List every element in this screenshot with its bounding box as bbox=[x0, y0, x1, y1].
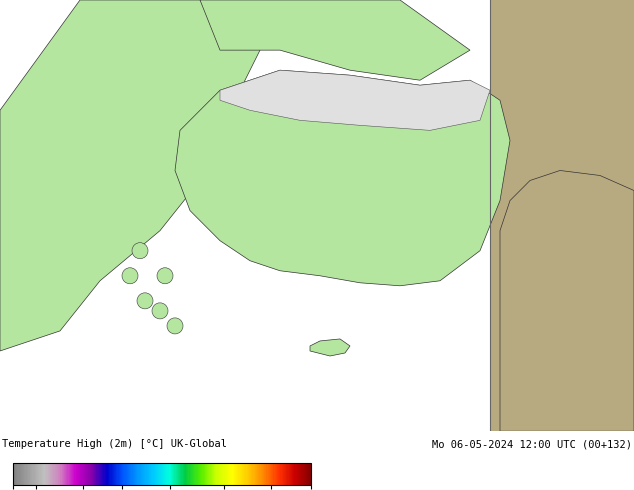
Polygon shape bbox=[220, 70, 490, 130]
Text: Mo 06-05-2024 12:00 UTC (00+132): Mo 06-05-2024 12:00 UTC (00+132) bbox=[432, 439, 632, 449]
Circle shape bbox=[122, 268, 138, 284]
Polygon shape bbox=[0, 0, 260, 351]
Circle shape bbox=[152, 303, 168, 319]
Polygon shape bbox=[490, 0, 634, 431]
Polygon shape bbox=[500, 171, 634, 431]
Circle shape bbox=[132, 243, 148, 259]
Text: Temperature High (2m) [°C] UK-Global: Temperature High (2m) [°C] UK-Global bbox=[2, 439, 227, 449]
Circle shape bbox=[167, 318, 183, 334]
Circle shape bbox=[157, 268, 173, 284]
Polygon shape bbox=[200, 0, 470, 80]
Polygon shape bbox=[310, 339, 350, 356]
Polygon shape bbox=[175, 70, 510, 286]
Circle shape bbox=[137, 293, 153, 309]
